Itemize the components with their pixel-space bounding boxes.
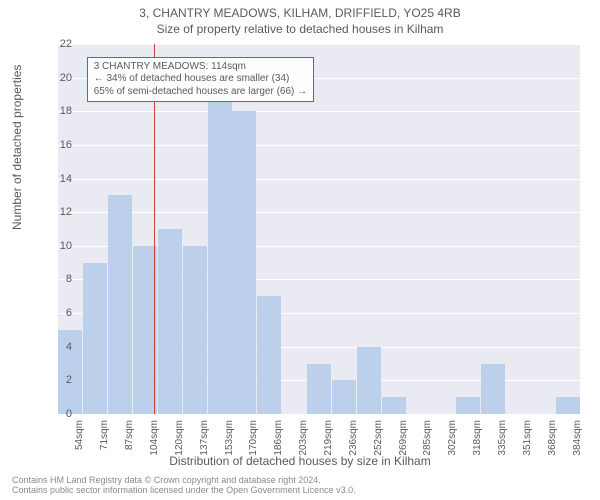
y-axis-title: Number of detached properties	[10, 65, 24, 230]
x-tick-label: 120sqm	[174, 420, 185, 456]
annotation-box: 3 CHANTRY MEADOWS: 114sqm← 34% of detach…	[87, 57, 314, 103]
y-tick-label: 0	[48, 408, 72, 420]
x-tick-label: 137sqm	[199, 420, 210, 456]
histogram-bar	[481, 364, 505, 414]
y-tick-label: 22	[48, 38, 72, 50]
x-tick-label: 252sqm	[373, 420, 384, 456]
grid-line	[58, 44, 580, 45]
chart-container: 3, CHANTRY MEADOWS, KILHAM, DRIFFIELD, Y…	[0, 0, 600, 500]
y-tick-label: 10	[48, 240, 72, 252]
y-tick-label: 2	[48, 374, 72, 386]
x-axis-title: Distribution of detached houses by size …	[0, 454, 600, 468]
x-tick-label: 384sqm	[572, 420, 583, 456]
grid-line	[58, 414, 580, 415]
chart-plot-area: 3 CHANTRY MEADOWS: 114sqm← 34% of detach…	[58, 44, 580, 414]
annotation-line: 65% of semi-detached houses are larger (…	[94, 86, 307, 99]
chart-title-sub: Size of property relative to detached ho…	[0, 20, 600, 36]
y-tick-label: 8	[48, 273, 72, 285]
x-tick-label: 318sqm	[472, 420, 483, 456]
x-tick-label: 351sqm	[522, 420, 533, 456]
x-tick-label: 236sqm	[348, 420, 359, 456]
y-tick-label: 18	[48, 105, 72, 117]
histogram-bar	[183, 246, 207, 414]
x-tick-label: 186sqm	[273, 420, 284, 456]
y-tick-label: 4	[48, 341, 72, 353]
x-tick-label: 71sqm	[99, 420, 110, 450]
x-tick-label: 368sqm	[547, 420, 558, 456]
x-tick-label: 302sqm	[447, 420, 458, 456]
histogram-bar	[332, 380, 356, 414]
histogram-bar	[158, 229, 182, 414]
x-tick-label: 335sqm	[497, 420, 508, 456]
chart-title-main: 3, CHANTRY MEADOWS, KILHAM, DRIFFIELD, Y…	[0, 0, 600, 20]
x-tick-label: 87sqm	[124, 420, 135, 450]
histogram-bar	[232, 111, 256, 414]
histogram-bar	[108, 195, 132, 414]
annotation-line: 3 CHANTRY MEADOWS: 114sqm	[94, 61, 307, 74]
y-tick-label: 6	[48, 307, 72, 319]
x-tick-label: 203sqm	[298, 420, 309, 456]
y-tick-label: 12	[48, 206, 72, 218]
y-tick-label: 16	[48, 139, 72, 151]
grid-line	[58, 212, 580, 213]
x-tick-label: 104sqm	[149, 420, 160, 456]
x-tick-label: 54sqm	[74, 420, 85, 450]
grid-line	[58, 179, 580, 180]
histogram-bar	[208, 78, 232, 414]
histogram-bar	[257, 296, 281, 414]
histogram-bar	[456, 397, 480, 414]
histogram-bar	[357, 347, 381, 414]
histogram-bar	[83, 263, 107, 414]
x-tick-label: 269sqm	[398, 420, 409, 456]
footer-line2: Contains public sector information licen…	[12, 486, 356, 496]
grid-line	[58, 145, 580, 146]
histogram-bar	[556, 397, 580, 414]
footer-attribution: Contains HM Land Registry data © Crown c…	[12, 476, 356, 496]
grid-line	[58, 111, 580, 112]
y-tick-label: 14	[48, 173, 72, 185]
y-tick-label: 20	[48, 72, 72, 84]
x-tick-label: 153sqm	[224, 420, 235, 456]
x-tick-label: 170sqm	[248, 420, 259, 456]
x-tick-label: 219sqm	[323, 420, 334, 456]
plot-background: 3 CHANTRY MEADOWS: 114sqm← 34% of detach…	[58, 44, 580, 414]
x-tick-label: 285sqm	[422, 420, 433, 456]
histogram-bar	[307, 364, 331, 414]
annotation-line: ← 34% of detached houses are smaller (34…	[94, 73, 307, 86]
histogram-bar	[382, 397, 406, 414]
